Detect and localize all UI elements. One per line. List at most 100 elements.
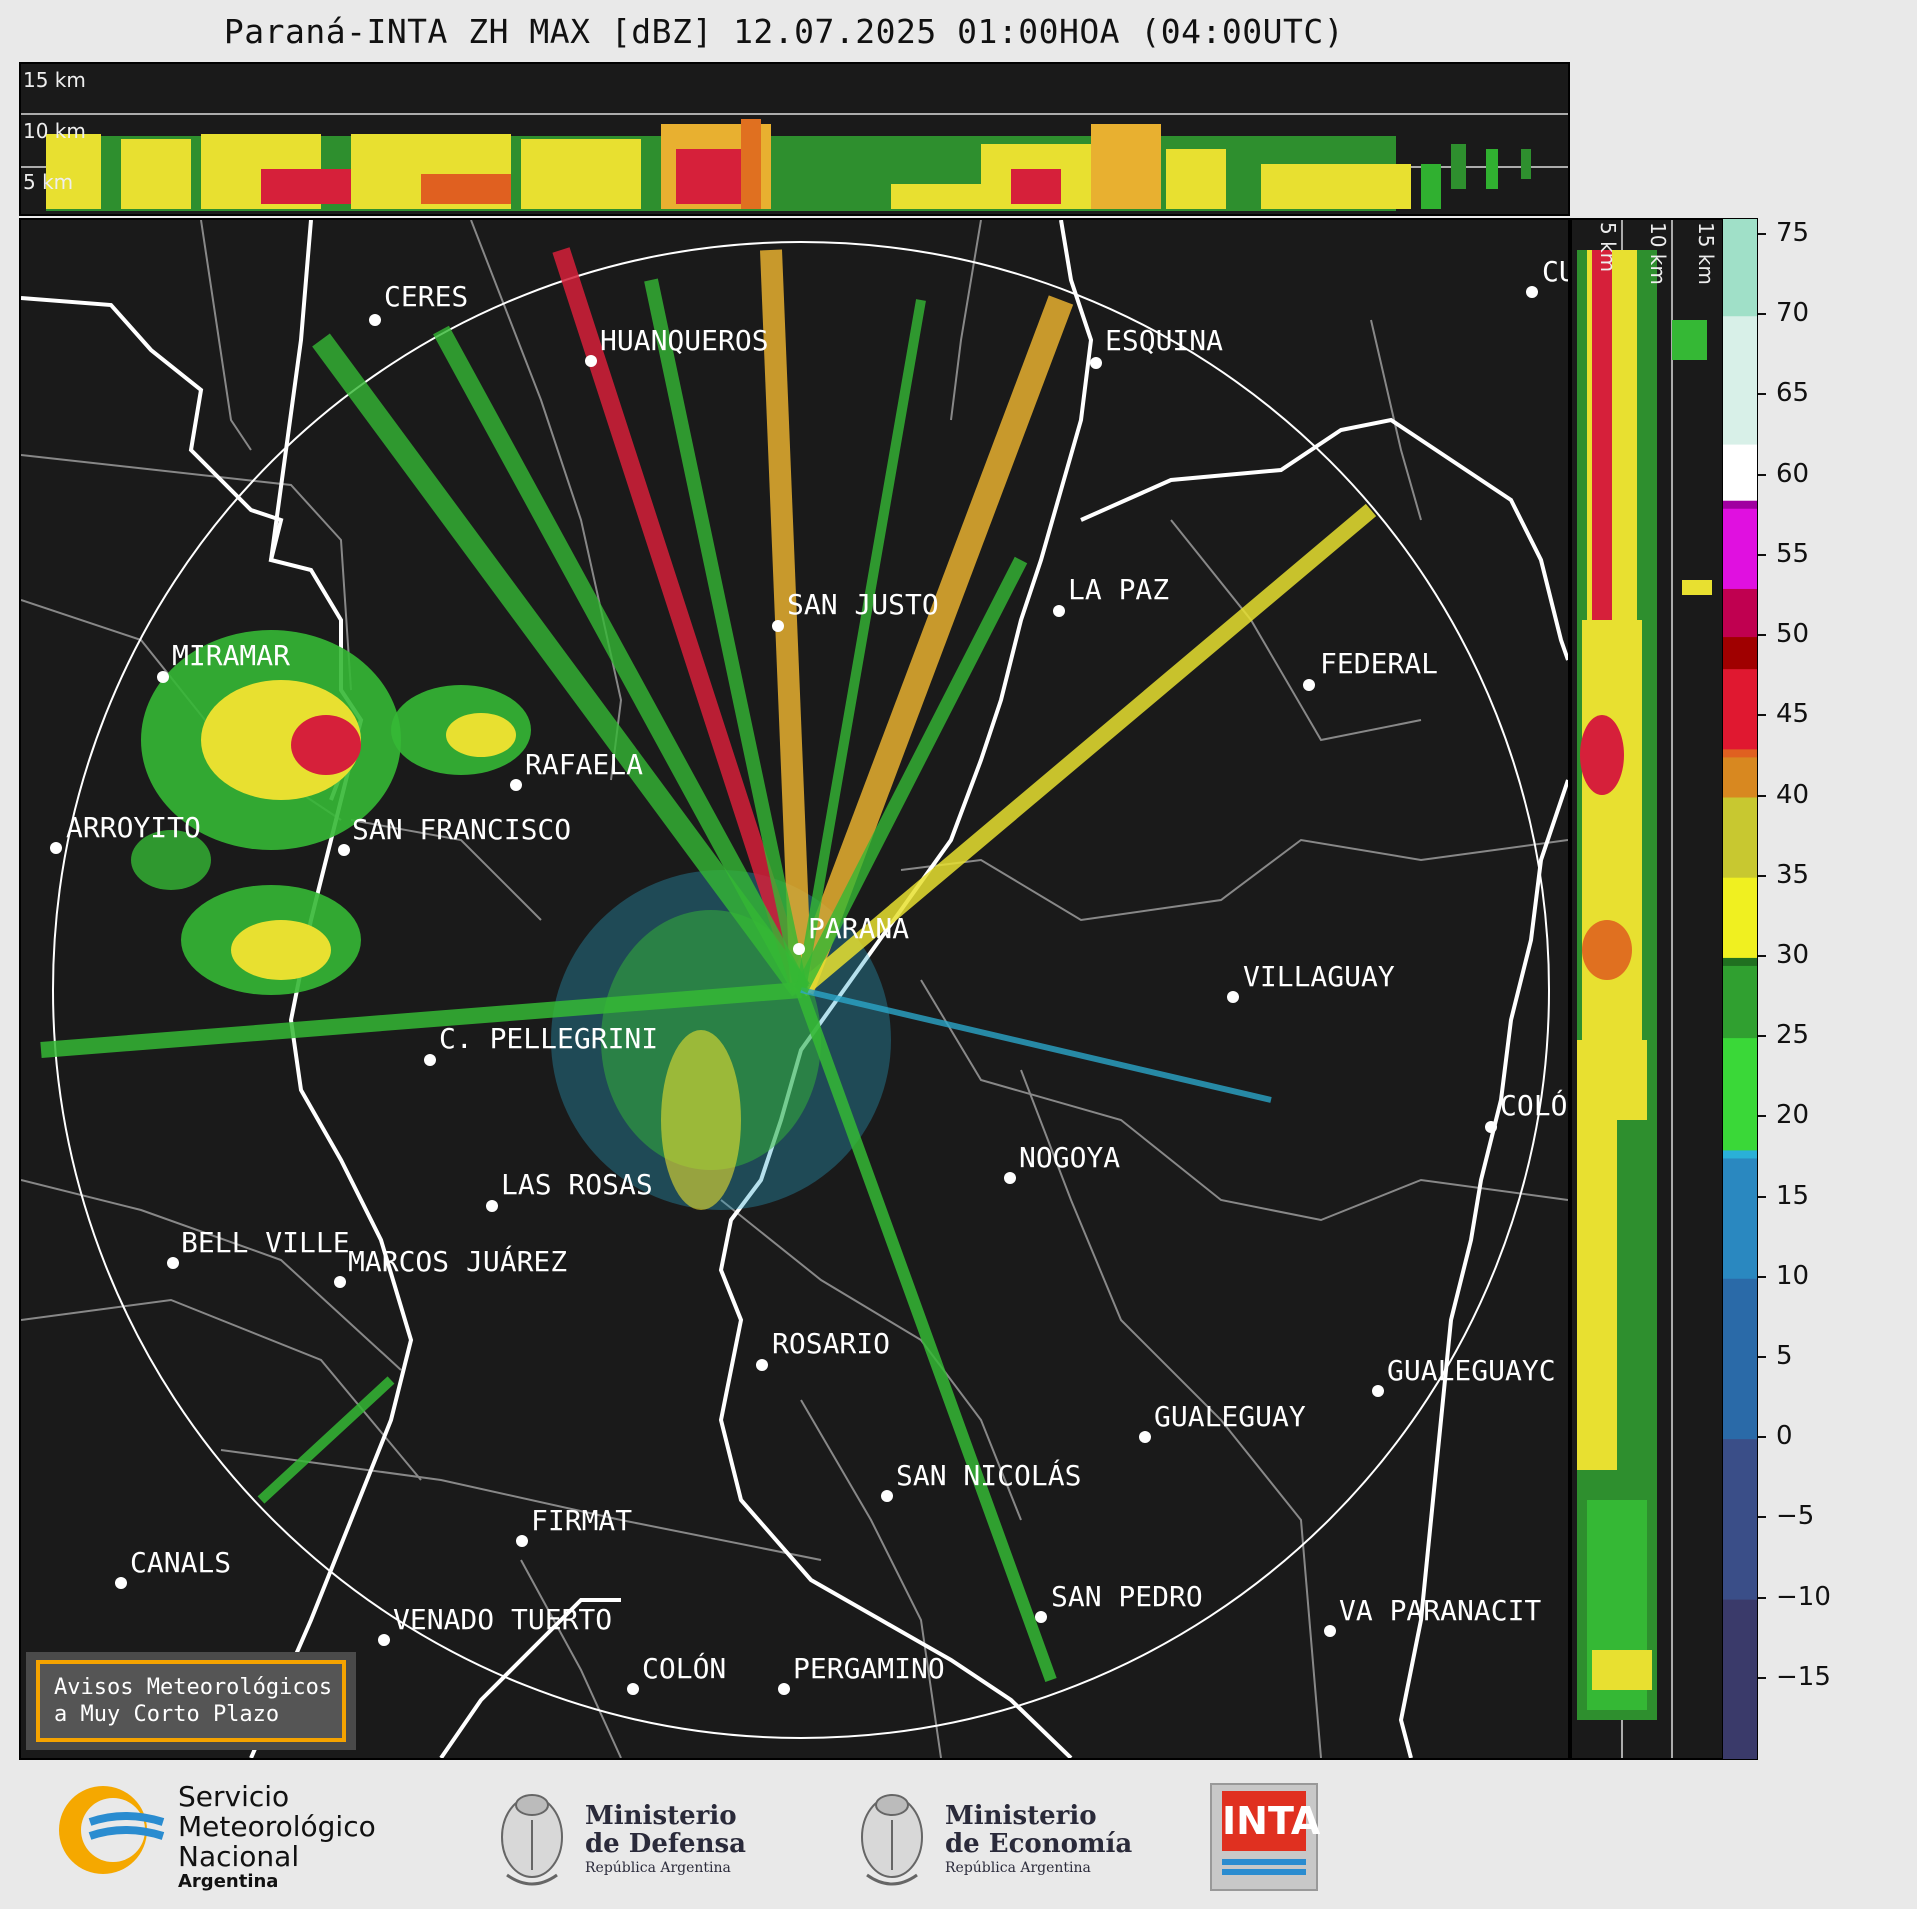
city-label: MIRAMAR	[172, 639, 291, 672]
city-marker-venado-tuerto	[378, 1634, 390, 1646]
city-label: GUALEGUAYC	[1387, 1354, 1556, 1387]
city-label: SAN PEDRO	[1051, 1580, 1203, 1613]
colorbar-band	[1723, 876, 1757, 958]
colorbar-tick-label: 0	[1776, 1421, 1793, 1452]
city-marker-marcos-juarez	[334, 1276, 346, 1288]
argentina-coat-of-arms-icon	[855, 1775, 930, 1895]
colorbar-tick-mark	[1758, 1275, 1766, 1278]
colorbar-tick-mark	[1758, 1676, 1766, 1679]
city-marker-san-nicolas	[881, 1490, 893, 1502]
city-label: LA PAZ	[1068, 573, 1170, 606]
city-marker-rafaela	[510, 779, 522, 791]
colorbar-band	[1723, 1438, 1757, 1600]
city-label: ARROYITO	[66, 811, 201, 844]
city-label: GUALEGUAY	[1154, 1400, 1306, 1433]
city-marker-pergamino	[778, 1683, 790, 1695]
city-label: VENADO TUERTO	[393, 1603, 613, 1636]
colorbar-tick-mark	[1758, 1115, 1766, 1118]
colorbar-band	[1723, 587, 1757, 638]
colorbar-tick-label: 5	[1776, 1340, 1793, 1371]
city-label: BELL VILLE	[181, 1226, 350, 1259]
colorbar-tick-mark	[1758, 393, 1766, 396]
city-marker-c-pellegrini	[424, 1054, 436, 1066]
colorbar-band	[1723, 748, 1757, 758]
colorbar-band	[1723, 1037, 1757, 1151]
side-altitude-label-15km: 15 km	[1694, 222, 1718, 285]
colorbar-band	[1723, 1157, 1757, 1279]
city-marker-san-pedro	[1035, 1611, 1047, 1623]
city-marker-canals	[115, 1577, 127, 1589]
smn-logo	[55, 1780, 165, 1880]
colorbar-tick-label: −5	[1776, 1501, 1815, 1532]
city-marker-cu	[1526, 286, 1538, 298]
city-marker-nogoya	[1004, 1172, 1016, 1184]
colorbar-tick-label: 15	[1776, 1180, 1810, 1211]
colorbar-band	[1723, 499, 1757, 509]
city-marker-colon	[627, 1683, 639, 1695]
city-marker-san-justo	[772, 620, 784, 632]
inta-logo: INTA	[1210, 1783, 1320, 1891]
city-marker-colo	[1485, 1121, 1497, 1133]
city-marker-miramar	[157, 671, 169, 683]
city-label: LAS ROSAS	[501, 1168, 653, 1201]
colorbar-tick-label: 30	[1776, 939, 1810, 970]
city-marker-firmat	[516, 1535, 528, 1547]
avisos-line-1: Avisos Meteorológicos	[54, 1675, 333, 1700]
colorbar-band	[1723, 1598, 1757, 1759]
colorbar-tick-label: 50	[1776, 619, 1810, 650]
city-label: ESQUINA	[1105, 324, 1224, 357]
colorbar-band	[1723, 219, 1757, 317]
smn-logo-text: Servicio Meteorológico Nacional Argentin…	[178, 1780, 376, 1892]
city-marker-parana	[793, 943, 805, 955]
city-marker-bell-ville	[167, 1257, 179, 1269]
altitude-label-15km: 15 km	[23, 68, 86, 92]
avisos-line-2: a Muy Corto Plazo	[54, 1702, 280, 1727]
colorbar-tick-mark	[1758, 1436, 1766, 1439]
city-marker-arroyito	[50, 842, 62, 854]
dbz-colorbar	[1722, 218, 1758, 1760]
colorbar-band	[1723, 636, 1757, 670]
colorbar-tick-mark	[1758, 954, 1766, 957]
top-cross-section-panel: 15 km 10 km 5 km	[19, 62, 1570, 216]
city-marker-federal	[1303, 679, 1315, 691]
colorbar-tick-label: 70	[1776, 298, 1810, 329]
colorbar-tick-label: −15	[1776, 1661, 1831, 1692]
city-label: MARCOS JUÁREZ	[348, 1245, 568, 1278]
colorbar-gradient	[1723, 219, 1757, 1759]
colorbar-band	[1723, 964, 1757, 1039]
city-label: COLÓ	[1500, 1089, 1568, 1122]
colorbar-band	[1723, 1149, 1757, 1159]
city-marker-las-rosas	[486, 1200, 498, 1212]
colorbar-band	[1723, 1277, 1757, 1440]
city-label: VA PARANACIT	[1339, 1594, 1542, 1627]
city-label: SAN JUSTO	[787, 588, 939, 621]
city-label: RAFAELA	[525, 748, 644, 781]
colorbar-tick-label: 65	[1776, 378, 1810, 409]
chart-title: Paraná-INTA ZH MAX [dBZ] 12.07.2025 01:0…	[223, 12, 1345, 51]
city-label: VILLAGUAY	[1243, 960, 1395, 993]
colorbar-tick-mark	[1758, 1355, 1766, 1358]
city-marker-huanqueros	[585, 355, 597, 367]
side-altitude-label-10km: 10 km	[1646, 222, 1670, 285]
colorbar-tick-label: 25	[1776, 1020, 1810, 1051]
city-marker-gualeguaychu	[1372, 1385, 1384, 1397]
city-label: CANALS	[130, 1546, 232, 1579]
colorbar-tick-mark	[1758, 1516, 1766, 1519]
colorbar-band	[1723, 507, 1757, 589]
city-label: CU	[1542, 255, 1568, 288]
city-marker-gualeguay	[1139, 1431, 1151, 1443]
colorbar-tick-label: 60	[1776, 458, 1810, 489]
city-label: C. PELLEGRINI	[439, 1022, 659, 1055]
avisos-link[interactable]: Avisos Meteorológicos a Muy Corto Plazo	[36, 1660, 346, 1742]
city-label: NOGOYA	[1019, 1141, 1121, 1174]
colorbar-ticks: 75 70 65 60 55 50 45 40 35 30 25 20 15 10 5 0 −5 −10 −15	[1758, 218, 1898, 1760]
city-label: PARANA	[808, 912, 910, 945]
city-marker-villaguay	[1227, 991, 1239, 1003]
colorbar-tick-mark	[1758, 1596, 1766, 1599]
side-cross-section-echoes	[1577, 220, 1712, 1758]
colorbar-tick-mark	[1758, 714, 1766, 717]
colorbar-band	[1723, 315, 1757, 445]
colorbar-tick-mark	[1758, 874, 1766, 877]
colorbar-band	[1723, 668, 1757, 750]
city-label: PERGAMINO	[793, 1652, 945, 1685]
